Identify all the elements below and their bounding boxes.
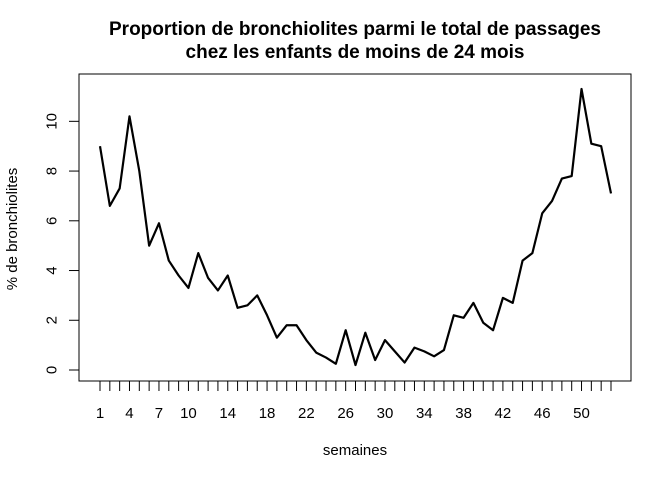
x-tick-label: 7 (155, 405, 163, 422)
y-tick-label: 6 (44, 217, 61, 225)
series-line (98, 87, 613, 367)
x-axis: 1 4 7 10 14 18 22 26 30 34 38 42 46 50 (96, 380, 612, 422)
y-tick-label: 10 (44, 113, 61, 130)
x-tick-label: 34 (416, 405, 433, 422)
y-tick-label: 2 (44, 316, 61, 324)
x-tick-label: 22 (298, 405, 315, 422)
y-tick-label: 0 (44, 366, 61, 374)
y-axis-label: % de bronchiolites (4, 168, 21, 291)
x-axis-label: semaines (323, 442, 387, 459)
x-tick-label: 10 (180, 405, 197, 422)
chart-title-line-2: chez les enfants de moins de 24 mois (186, 42, 525, 63)
x-tick-label: 26 (337, 405, 354, 422)
x-tick-label: 4 (125, 405, 133, 422)
series-group (98, 87, 613, 367)
x-tick-label: 46 (534, 405, 551, 422)
x-tick-label: 14 (219, 405, 236, 422)
y-axis: 0 2 4 6 8 10 (44, 113, 80, 374)
x-tick-label: 50 (573, 405, 590, 422)
x-tick-label: 1 (96, 405, 104, 422)
x-tick-label: 18 (259, 405, 276, 422)
plot-frame (78, 73, 632, 382)
y-tick-label: 4 (44, 266, 61, 274)
x-tick-label: 42 (495, 405, 512, 422)
chart-title-line-1: Proportion de bronchiolites parmi le tot… (109, 19, 601, 40)
x-tick-label: 30 (377, 405, 394, 422)
x-tick-label: 38 (455, 405, 472, 422)
y-tick-label: 8 (44, 167, 61, 175)
